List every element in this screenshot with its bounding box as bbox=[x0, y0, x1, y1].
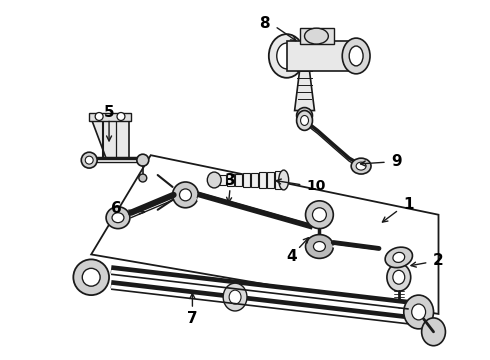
Ellipse shape bbox=[387, 264, 411, 291]
Ellipse shape bbox=[356, 162, 366, 170]
Ellipse shape bbox=[412, 304, 426, 320]
Ellipse shape bbox=[300, 112, 309, 120]
Bar bbox=[299, 28, 334, 44]
Ellipse shape bbox=[139, 174, 147, 182]
Polygon shape bbox=[91, 118, 129, 158]
Ellipse shape bbox=[85, 156, 93, 164]
Text: 8: 8 bbox=[260, 16, 270, 31]
Ellipse shape bbox=[81, 152, 97, 168]
Text: 9: 9 bbox=[392, 154, 402, 168]
Ellipse shape bbox=[179, 189, 192, 201]
Ellipse shape bbox=[404, 295, 434, 329]
Ellipse shape bbox=[351, 158, 371, 174]
Ellipse shape bbox=[137, 154, 149, 166]
Bar bbox=[259, 172, 266, 188]
Ellipse shape bbox=[385, 247, 413, 267]
Ellipse shape bbox=[296, 108, 313, 123]
Bar bbox=[267, 172, 274, 188]
Text: 6: 6 bbox=[111, 201, 122, 216]
Text: 5: 5 bbox=[104, 105, 114, 120]
Bar bbox=[275, 171, 282, 189]
Ellipse shape bbox=[207, 172, 221, 188]
Ellipse shape bbox=[393, 252, 405, 262]
Ellipse shape bbox=[223, 283, 247, 311]
Ellipse shape bbox=[305, 28, 328, 44]
Ellipse shape bbox=[112, 213, 124, 223]
Bar bbox=[227, 174, 234, 186]
Ellipse shape bbox=[279, 170, 289, 190]
Ellipse shape bbox=[306, 201, 333, 229]
Ellipse shape bbox=[342, 38, 370, 74]
Bar bbox=[287, 41, 356, 71]
Polygon shape bbox=[294, 71, 315, 111]
Ellipse shape bbox=[277, 43, 296, 69]
Ellipse shape bbox=[421, 318, 445, 346]
Ellipse shape bbox=[229, 290, 241, 304]
Bar bbox=[89, 113, 131, 121]
Text: 4: 4 bbox=[286, 249, 297, 264]
Bar bbox=[235, 174, 242, 186]
Ellipse shape bbox=[117, 113, 125, 121]
Bar bbox=[243, 173, 250, 187]
Ellipse shape bbox=[349, 46, 363, 66]
Ellipse shape bbox=[74, 260, 109, 295]
Text: 7: 7 bbox=[187, 311, 198, 327]
Ellipse shape bbox=[313, 208, 326, 222]
Ellipse shape bbox=[95, 113, 103, 121]
Ellipse shape bbox=[314, 242, 325, 251]
Bar bbox=[251, 172, 258, 188]
Text: 10: 10 bbox=[307, 179, 326, 193]
Ellipse shape bbox=[300, 116, 309, 125]
Bar bbox=[219, 175, 226, 185]
Ellipse shape bbox=[306, 235, 333, 258]
Ellipse shape bbox=[393, 270, 405, 284]
Text: 3: 3 bbox=[225, 174, 235, 189]
Ellipse shape bbox=[106, 207, 130, 229]
Ellipse shape bbox=[296, 111, 313, 130]
Ellipse shape bbox=[269, 34, 305, 78]
Text: 2: 2 bbox=[433, 253, 444, 268]
Text: 1: 1 bbox=[403, 197, 414, 212]
Ellipse shape bbox=[172, 182, 198, 208]
Ellipse shape bbox=[82, 268, 100, 286]
